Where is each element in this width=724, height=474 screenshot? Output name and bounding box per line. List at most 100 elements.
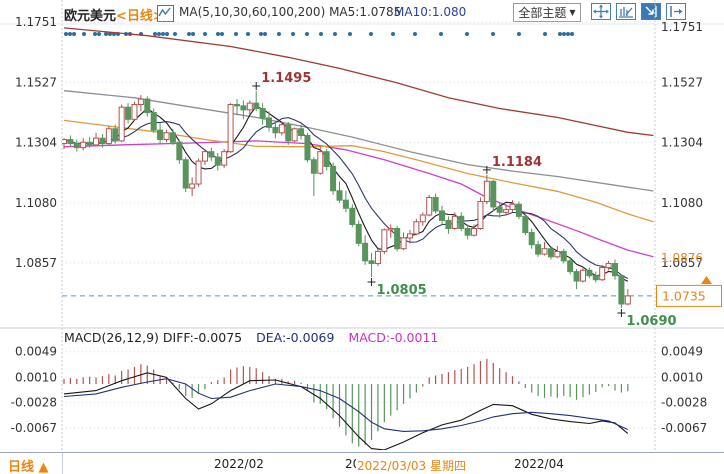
candle-up xyxy=(278,124,285,134)
candle-down xyxy=(157,129,164,141)
candle-down xyxy=(368,260,375,265)
event-dot xyxy=(234,32,238,36)
ma-line-ma100 xyxy=(63,90,654,192)
event-dot xyxy=(517,32,521,36)
candle-up xyxy=(541,248,548,255)
candle-down xyxy=(432,196,439,212)
event-dot xyxy=(187,32,191,36)
event-dot xyxy=(161,32,165,36)
event-marker-dots xyxy=(64,32,574,36)
dea-value: DEA:-0.0069 xyxy=(256,330,335,345)
candle-down xyxy=(342,199,349,209)
crosshair-date-label: 2022/03/03 星期四 xyxy=(356,457,469,474)
candle-down xyxy=(112,128,119,142)
macd-axis-label-left: -0.0028 xyxy=(11,395,57,409)
candle-down xyxy=(547,248,554,258)
indicator-window-button[interactable] xyxy=(616,3,636,20)
y-axis-label-right: 1.1751 xyxy=(661,20,703,34)
candle-up xyxy=(579,269,586,282)
ma-line-ma10 xyxy=(63,117,629,279)
candle-down xyxy=(515,203,522,217)
y-axis-label-left: 1.0857 xyxy=(15,256,57,270)
ma-line-ma60 xyxy=(63,119,654,223)
event-dot xyxy=(558,32,562,36)
dropdown-caret-icon: ▼ xyxy=(569,8,576,17)
candle-down xyxy=(618,275,625,305)
timeframe-label: <日线> xyxy=(116,9,164,24)
symbol-name: 欧元美元 xyxy=(64,9,117,24)
x-axis-label: 2022/04 xyxy=(514,457,564,471)
chart-type-icon[interactable] xyxy=(157,5,174,22)
extreme-price-label: 1.1495 xyxy=(261,71,311,86)
y-axis-label-left: 1.1751 xyxy=(15,15,57,29)
ma-settings-label: MA(5,10,30,60,100,200) MA5:1.0785 xyxy=(179,5,402,19)
extreme-cross-marker xyxy=(617,309,626,318)
event-dot xyxy=(391,32,395,36)
last-price-frame xyxy=(656,284,722,307)
price-grid: 1.1751 1.1751 1.1527 1.1527 1.1304 1.1304 1.10… xyxy=(15,15,703,270)
y-axis-label-right: 1.1304 xyxy=(661,136,703,150)
bars-chart-icon xyxy=(619,7,633,18)
step-forward-button[interactable] xyxy=(666,3,686,20)
candle-down xyxy=(394,227,401,250)
candle-down xyxy=(73,143,80,149)
axis-divider xyxy=(62,453,63,474)
candle-up xyxy=(195,160,202,185)
event-dot xyxy=(246,32,250,36)
event-dot xyxy=(220,32,224,36)
candle-up xyxy=(400,237,407,250)
candle-down xyxy=(330,165,337,192)
diff-value: DIFF:-0.0075 xyxy=(162,330,243,345)
candle-down xyxy=(253,102,260,110)
pan-tool-button[interactable] xyxy=(591,3,611,20)
candle-down xyxy=(336,190,343,201)
instrument-title: 欧元美元<日线> xyxy=(64,5,164,24)
candle-up xyxy=(374,250,381,265)
ma10-value: MA10:1.080 xyxy=(394,5,467,19)
candle-up xyxy=(471,227,478,236)
candle-down xyxy=(535,244,542,255)
candle-up xyxy=(93,137,100,146)
event-dot xyxy=(72,32,76,36)
candle-up xyxy=(105,128,112,145)
candle-up xyxy=(221,151,228,166)
event-dot xyxy=(82,32,86,36)
x-axis-label: 2022/02 xyxy=(214,457,264,471)
event-dot xyxy=(216,32,220,36)
candle-down xyxy=(310,159,317,174)
extreme-cross-marker xyxy=(482,165,491,174)
candle-down xyxy=(560,250,567,262)
price-annotations: 1.1495 1.1184 1.0805 1.0690 xyxy=(252,71,677,329)
candle-up xyxy=(413,221,420,235)
extreme-cross-marker xyxy=(252,82,261,91)
macd-indicator-header: MACD(26,12,9) DIFF:-0.0075 DEA:-0.0069 MAC… xyxy=(64,330,438,345)
candle-down xyxy=(464,227,471,236)
candle-down xyxy=(285,124,292,142)
extreme-price-label: 1.1184 xyxy=(492,155,542,170)
scale-tool-button[interactable] xyxy=(641,3,661,20)
event-dot xyxy=(562,32,566,36)
candle-down xyxy=(586,269,593,277)
candle-down xyxy=(355,223,362,244)
event-dot xyxy=(566,32,570,36)
candle-down xyxy=(592,275,599,281)
candle-up xyxy=(131,103,138,120)
candle-up xyxy=(201,151,208,162)
period-selector[interactable]: 日线 ▲ xyxy=(8,460,49,474)
last-price-value: 1.0735 xyxy=(662,288,706,303)
y-axis-label-left: 1.1527 xyxy=(15,75,57,89)
candle-up xyxy=(624,295,631,305)
candle-up xyxy=(483,180,490,203)
candle-up xyxy=(62,139,67,145)
dea-line xyxy=(63,378,629,432)
candle-up xyxy=(599,267,606,281)
ma-line-ma5 xyxy=(63,105,629,282)
event-dot xyxy=(305,32,309,36)
macd-series xyxy=(63,358,629,450)
candle-up xyxy=(381,229,388,252)
ma5-value: MA5:1.0785 xyxy=(329,5,402,19)
extreme-price-label: 1.0690 xyxy=(626,314,676,329)
time-axis-bar: 日线 ▲ 2022/02 2022/03 2022/04 2022/03/03 … xyxy=(0,452,724,474)
event-dot xyxy=(291,32,295,36)
